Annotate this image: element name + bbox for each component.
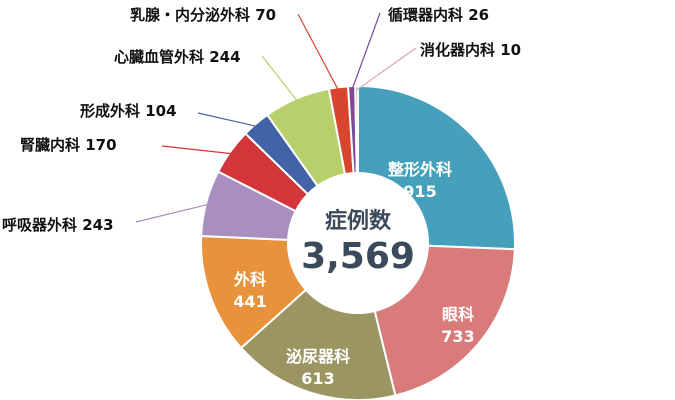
slice-label-outside: 心臓血管外科 244 (114, 48, 241, 66)
slice-眼科 (373, 244, 516, 397)
slice-label-value: 613 (301, 369, 334, 388)
leader-line-呼吸器外科 (135, 203, 211, 223)
leader-line-心臓血管外科 (261, 55, 299, 103)
slice-label-outside: 乳腺・内分泌外科 70 (130, 6, 276, 24)
slice-整形外科 (357, 84, 516, 251)
leader-line-形成外科 (197, 112, 259, 128)
slice-label-outside: 腎臓内科 170 (20, 136, 117, 154)
donut-slices (200, 84, 516, 400)
leader-line-腎臓内科 (161, 145, 234, 155)
slice-label-outside: 呼吸器外科 243 (2, 216, 114, 234)
slice-label-name: 外科 (233, 270, 266, 289)
slice-label-name: 眼科 (442, 305, 474, 324)
slice-label-outside: 消化器内科 10 (420, 41, 521, 59)
slice-label-outside: 循環器内科 26 (388, 6, 489, 24)
center-label: 症例数 (325, 208, 392, 234)
slice-label-name: 整形外科 (387, 160, 452, 179)
leader-lines (135, 12, 417, 223)
center-value: 3,569 (301, 236, 415, 277)
slice-label-outside: 形成外科 104 (80, 102, 177, 120)
leader-line-循環器内科 (351, 12, 381, 91)
slice-label-value: 915 (403, 182, 436, 201)
slice-labels: 整形外科 915 眼科 733 泌尿器科 613 外科 441 呼吸器外科 243 腎臓内科 17… (2, 6, 521, 388)
leader-line-消化器内科 (356, 47, 417, 91)
slice-消化器内科 (354, 84, 359, 175)
leader-line-乳腺・内分泌外科 (297, 13, 340, 92)
slice-label-value: 733 (441, 327, 474, 346)
slice-label-value: 441 (233, 292, 266, 311)
slice-label-name: 泌尿器科 (286, 347, 350, 366)
